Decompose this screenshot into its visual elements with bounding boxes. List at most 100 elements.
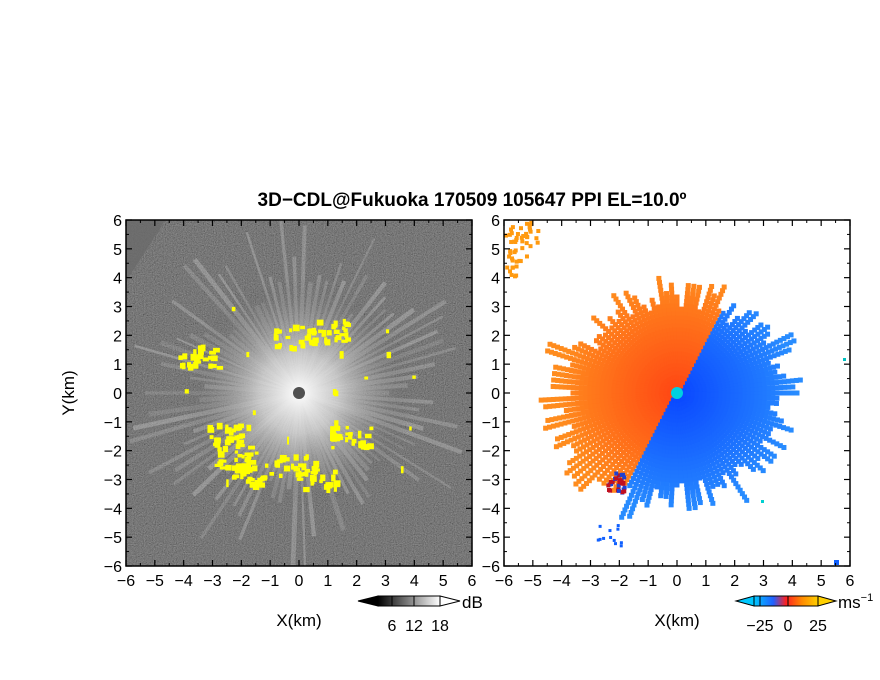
velocity-cell	[627, 297, 633, 303]
velocity-cell	[694, 463, 700, 469]
velocity-cell	[674, 322, 680, 328]
velocity-cell	[716, 295, 722, 301]
velocity-cell	[607, 316, 613, 322]
velocity-cell	[662, 445, 668, 451]
velocity-cell	[590, 394, 596, 400]
yellow-speck	[226, 479, 229, 488]
velocity-cell	[725, 382, 731, 388]
velocity-cell	[597, 411, 603, 417]
velocity-cell	[674, 338, 680, 344]
velocity-cell	[700, 310, 706, 316]
velocity-cell	[594, 398, 600, 404]
velocity-cell	[742, 397, 748, 403]
velocity-cell	[726, 410, 732, 416]
velocity-cell	[618, 387, 624, 393]
velocity-cell	[724, 350, 730, 356]
velocity-cell	[692, 501, 698, 507]
yellow-echo	[302, 471, 309, 477]
velocity-cell	[626, 390, 632, 396]
velocity-cell	[707, 440, 713, 446]
velocity-cell	[746, 386, 752, 392]
velocity-cell	[610, 393, 616, 399]
velocity-cell	[641, 493, 647, 499]
y-tick-label: −3	[482, 473, 500, 490]
velocity-cell	[640, 313, 646, 319]
velocity-cell	[653, 325, 659, 331]
velocity-cell	[712, 456, 718, 462]
velocity-cell	[668, 330, 674, 336]
velocity-cell	[726, 309, 732, 315]
velocity-cell	[728, 336, 734, 342]
velocity-cell	[726, 387, 732, 393]
velocity-cell	[551, 377, 557, 383]
velocity-cell	[722, 444, 728, 450]
velocity-cell	[770, 385, 776, 391]
velocity-cell	[580, 410, 586, 416]
velocity-cell	[750, 314, 756, 320]
velocity-cell	[671, 454, 677, 460]
velocity-cell	[699, 466, 705, 472]
velocity-cell	[729, 399, 735, 405]
velocity-cell	[755, 325, 761, 331]
colorbar-right-arrow	[439, 595, 461, 607]
velocity-cell	[651, 305, 657, 311]
velocity-cell	[587, 440, 593, 446]
velocity-cell	[684, 485, 690, 491]
velocity-cell	[589, 475, 595, 481]
yellow-echo	[289, 345, 294, 351]
velocity-corner-cell	[535, 240, 540, 245]
velocity-cell	[703, 456, 709, 462]
velocity-cell	[611, 293, 617, 299]
velocity-cell	[731, 427, 737, 433]
velocity-cell	[586, 399, 592, 405]
velocity-cell	[689, 460, 695, 466]
velocity-cell	[603, 326, 609, 332]
velocity-cell	[579, 476, 585, 482]
velocity-cell	[728, 355, 734, 361]
velocity-cell	[618, 345, 624, 351]
velocity-cell	[700, 470, 706, 476]
velocity-cell	[577, 353, 583, 359]
velocity-cell	[742, 368, 748, 374]
velocity-cell	[572, 436, 578, 442]
velocity-cell	[758, 390, 764, 396]
velocity-cell	[598, 346, 604, 352]
velocity-cell	[728, 444, 734, 450]
velocity-cell	[736, 452, 742, 458]
velocity-patch-cell	[616, 488, 621, 493]
velocity-cell	[618, 339, 624, 345]
velocity-cell	[557, 415, 563, 421]
velocity-cell	[737, 414, 743, 420]
velocity-cell	[752, 350, 758, 356]
velocity-cell	[618, 396, 624, 402]
yellow-echo	[343, 321, 349, 326]
velocity-cell	[619, 422, 625, 428]
velocity-cell	[555, 436, 561, 442]
velocity-cell	[663, 457, 669, 463]
yellow-echo	[301, 463, 307, 471]
velocity-cell	[619, 414, 625, 420]
velocity-cell	[714, 312, 720, 318]
velocity-cell	[647, 474, 653, 480]
velocity-cell	[553, 364, 559, 370]
velocity-cell	[641, 476, 647, 482]
velocity-cell	[623, 344, 629, 350]
velocity-cell	[616, 319, 622, 325]
velocity-cell	[640, 467, 646, 473]
velocity-cell	[769, 421, 775, 427]
velocity-cell	[705, 329, 711, 335]
velocity-cell	[629, 301, 635, 307]
velocity-cell	[585, 435, 591, 441]
velocity-cell	[649, 340, 655, 346]
velocity-cell	[615, 424, 621, 430]
velocity-cell	[755, 331, 761, 337]
velocity-cell	[642, 489, 648, 495]
velocity-cell	[736, 354, 742, 360]
velocity-cell	[615, 378, 621, 384]
velocity-cell	[670, 470, 676, 476]
velocity-cell	[570, 362, 576, 368]
velocity-cell	[777, 379, 783, 385]
yellow-echo	[353, 438, 357, 444]
velocity-cell	[570, 395, 576, 401]
yellow-echo	[226, 436, 233, 441]
